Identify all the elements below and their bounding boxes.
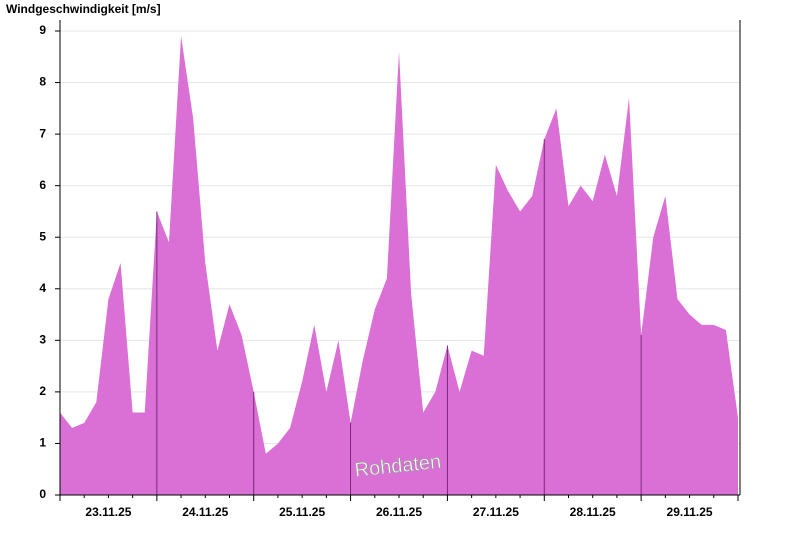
x-tick-label: 23.11.25 — [85, 505, 131, 519]
y-tick-label: 9 — [39, 23, 46, 37]
y-tick-label: 4 — [39, 281, 46, 295]
x-tick-label: 29.11.25 — [667, 505, 713, 519]
y-tick-label: 5 — [39, 229, 46, 243]
y-tick-label: 3 — [39, 333, 46, 347]
y-tick-label: 7 — [39, 126, 46, 140]
x-tick-label: 24.11.25 — [182, 505, 228, 519]
y-tick-label: 0 — [39, 487, 46, 501]
x-tick-label: 28.11.25 — [570, 505, 616, 519]
y-tick-label: 1 — [39, 436, 46, 450]
x-tick-label: 27.11.25 — [473, 505, 519, 519]
y-tick-label: 8 — [39, 75, 46, 89]
area — [60, 36, 738, 496]
chart-title: Windgeschwindigkeit [m/s] — [6, 2, 161, 16]
y-tick-label: 6 — [39, 178, 46, 192]
y-tick-label: 2 — [39, 384, 46, 398]
x-tick-label: 25.11.25 — [279, 505, 325, 519]
x-tick-label: 26.11.25 — [376, 505, 422, 519]
